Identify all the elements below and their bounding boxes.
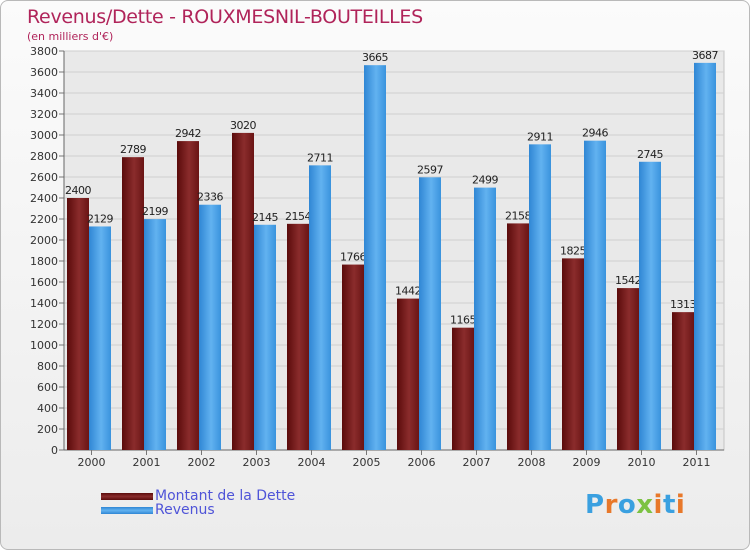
bar-revenus <box>309 165 331 450</box>
y-tick-label: 3000 <box>30 129 58 142</box>
bar-revenus <box>529 144 551 450</box>
y-tick-label: 3400 <box>30 87 58 100</box>
logo-letter: x <box>636 490 654 520</box>
proxiti-logo: Proxiti <box>585 490 685 520</box>
x-tick-label: 2006 <box>408 456 436 469</box>
bar-label-dette: 2158 <box>505 209 531 222</box>
bar-revenus <box>89 226 111 450</box>
legend-swatch-revenus <box>101 506 153 514</box>
bar-dette <box>397 298 419 450</box>
bar-revenus <box>364 65 386 451</box>
bar-label-dette: 1766 <box>340 251 366 264</box>
bar-label-revenus: 2597 <box>417 163 443 176</box>
x-tick-label: 2010 <box>628 456 656 469</box>
bar-dette <box>617 288 639 450</box>
y-tick-label: 3600 <box>30 66 58 79</box>
bar-label-dette: 2789 <box>120 143 146 156</box>
logo-letter: i <box>653 490 663 520</box>
bar-label-revenus: 2745 <box>637 148 663 161</box>
y-tick-label: 2200 <box>30 213 58 226</box>
x-tick-label: 2003 <box>243 456 271 469</box>
bar-dette <box>177 141 199 450</box>
bar-label-dette: 1442 <box>395 285 421 298</box>
x-tick-label: 2004 <box>298 456 326 469</box>
y-tick-label: 0 <box>51 444 58 457</box>
bar-revenus <box>694 62 716 451</box>
bar-label-dette: 2400 <box>65 184 91 197</box>
bar-label-revenus: 2336 <box>197 191 223 204</box>
bar-revenus <box>639 161 661 450</box>
y-tick-label: 2800 <box>30 150 58 163</box>
y-tick-label: 3800 <box>30 45 58 58</box>
legend-label-revenus: Revenus <box>155 502 215 518</box>
x-tick-label: 2007 <box>463 456 491 469</box>
y-tick-label: 600 <box>37 381 58 394</box>
bar-label-revenus: 2199 <box>142 205 168 218</box>
bar-label-revenus: 2145 <box>252 211 278 224</box>
x-tick-label: 2000 <box>78 456 106 469</box>
bar-label-dette: 1542 <box>615 274 641 287</box>
bar-label-dette: 2154 <box>285 210 311 223</box>
bar-label-revenus: 2911 <box>527 130 553 143</box>
x-tick-label: 2005 <box>353 456 381 469</box>
logo-letter: r <box>604 490 618 520</box>
legend-item-dette: Montant de la Dette <box>101 489 295 503</box>
bar-label-revenus: 2711 <box>307 151 333 164</box>
bar-label-revenus: 2946 <box>582 127 608 140</box>
bar-label-dette: 1165 <box>450 314 476 327</box>
y-tick-label: 1800 <box>30 255 58 268</box>
bar-revenus <box>474 187 496 451</box>
bar-dette <box>672 312 694 450</box>
bar-revenus <box>199 204 221 450</box>
y-tick-label: 3200 <box>30 108 58 121</box>
y-tick-label: 1000 <box>30 339 58 352</box>
y-tick-label: 1200 <box>30 318 58 331</box>
bar-dette <box>562 258 584 450</box>
bar-label-dette: 1313 <box>670 298 696 311</box>
y-tick-label: 2600 <box>30 171 58 184</box>
logo-letter: t <box>662 490 676 520</box>
bar-dette <box>342 264 364 450</box>
bar-dette <box>287 223 309 450</box>
y-tick-label: 2000 <box>30 234 58 247</box>
x-tick-label: 2011 <box>683 456 711 469</box>
bar-label-revenus: 3687 <box>692 49 718 62</box>
bar-dette <box>122 157 144 450</box>
x-tick-label: 2008 <box>518 456 546 469</box>
bar-dette <box>232 132 254 450</box>
x-tick-label: 2009 <box>573 456 601 469</box>
x-tick-label: 2002 <box>188 456 216 469</box>
bar-label-dette: 3020 <box>230 119 256 132</box>
bar-revenus <box>144 219 166 450</box>
bar-revenus <box>584 140 606 451</box>
chart-title: Revenus/Dette - ROUXMESNIL-BOUTEILLES <box>27 6 423 28</box>
logo-letter: i <box>675 490 686 520</box>
bar-label-revenus: 2129 <box>87 212 113 225</box>
bar-label-dette: 2942 <box>175 127 201 140</box>
bar-revenus <box>254 224 276 450</box>
x-tick-label: 2001 <box>133 456 161 469</box>
logo-letter: o <box>617 490 637 520</box>
y-tick-label: 1600 <box>30 276 58 289</box>
y-tick-label: 1400 <box>30 297 58 310</box>
bar-label-revenus: 3665 <box>362 51 388 64</box>
y-tick-label: 2400 <box>30 192 58 205</box>
bar-label-revenus: 2499 <box>472 174 498 187</box>
bar-dette <box>452 327 474 450</box>
bar-revenus <box>419 177 441 450</box>
legend-label-dette: Montant de la Dette <box>155 488 296 504</box>
bar-dette <box>507 223 529 450</box>
legend-item-revenus: Revenus <box>101 503 215 517</box>
y-tick-label: 200 <box>37 423 58 436</box>
legend-swatch-dette <box>101 492 153 500</box>
plot-area <box>63 50 725 451</box>
logo-letter: P <box>585 490 605 520</box>
chart-subtitle: (en milliers d'€) <box>27 30 114 43</box>
y-tick-label: 800 <box>37 360 58 373</box>
bar-label-dette: 1825 <box>560 244 586 257</box>
y-tick-label: 400 <box>37 402 58 415</box>
bar-dette <box>67 198 89 450</box>
